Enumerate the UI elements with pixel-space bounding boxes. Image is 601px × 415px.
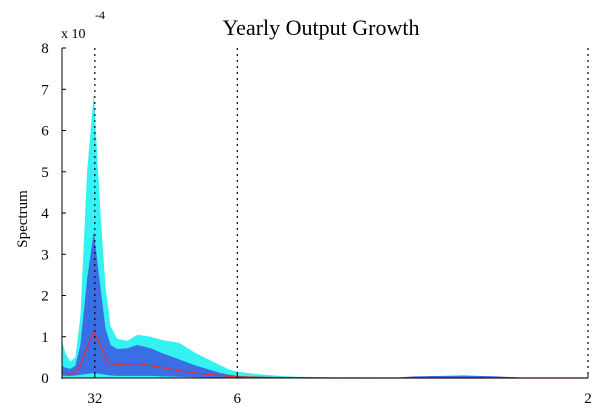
x-tick-label-1: 6 <box>234 391 242 407</box>
reference-lines <box>94 48 589 378</box>
outer-confidence-band <box>62 93 588 379</box>
y-multiplier-exponent: -4 <box>95 8 105 22</box>
y-multiplier-base: x 10 <box>61 27 86 42</box>
plot-area <box>61 93 588 379</box>
inner-confidence-band <box>62 231 588 378</box>
y-tick-label-0: 0 <box>41 371 49 387</box>
y-tick-label-6: 6 <box>41 124 49 140</box>
y-tick-label-1: 1 <box>41 330 49 346</box>
y-tick-label-3: 3 <box>41 247 49 263</box>
y-tick-label-2: 2 <box>41 289 49 305</box>
x-tick-label-0: 32 <box>87 391 102 407</box>
y-tick-label-7: 7 <box>41 82 49 98</box>
y-tick-label-8: 8 <box>41 41 49 57</box>
chart-title: Yearly Output Growth <box>223 15 420 40</box>
axes: 0 1 2 3 4 5 6 7 8 32 6 2 <box>41 41 592 407</box>
y-axis-label: Spectrum <box>15 190 31 248</box>
x-tick-label-2: 2 <box>584 391 592 407</box>
y-tick-label-4: 4 <box>41 206 49 222</box>
y-tick-label-5: 5 <box>41 165 49 181</box>
